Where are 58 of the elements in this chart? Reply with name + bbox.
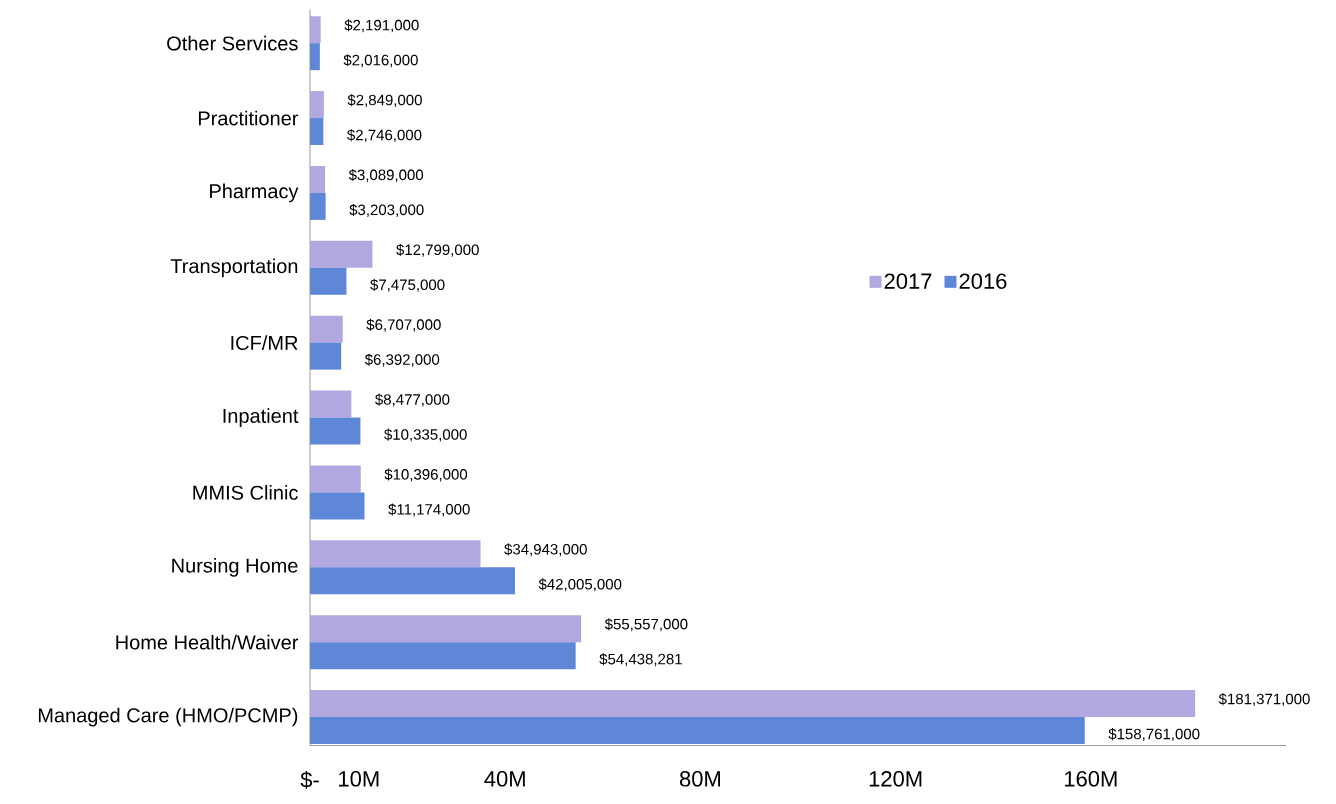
data-label: $54,438,281 bbox=[599, 653, 682, 667]
bar bbox=[310, 390, 352, 418]
bar bbox=[310, 465, 361, 493]
data-label: $3,089,000 bbox=[348, 168, 424, 182]
bar bbox=[310, 267, 347, 295]
y-tick-label: Nursing Home bbox=[172, 557, 298, 577]
x-tick-label: 10M bbox=[339, 771, 379, 787]
bar bbox=[310, 615, 582, 643]
data-label: $11,174,000 bbox=[388, 503, 470, 517]
y-tick-label: Other Services bbox=[167, 35, 298, 51]
bar bbox=[310, 118, 324, 146]
bar bbox=[310, 16, 321, 44]
y-tick-label: Practitioner bbox=[198, 110, 299, 126]
bar bbox=[310, 240, 373, 268]
data-label: $55,557,000 bbox=[604, 618, 688, 632]
legend-label: 2017 bbox=[884, 273, 932, 289]
bar bbox=[310, 642, 576, 670]
data-label: $3,203,000 bbox=[349, 203, 424, 217]
data-label: $7,475,000 bbox=[370, 278, 445, 292]
y-tick-label: ICF/MR bbox=[231, 335, 298, 351]
data-label: $181,371,000 bbox=[1218, 693, 1310, 707]
data-label: $34,943,000 bbox=[504, 543, 587, 557]
data-label: $8,477,000 bbox=[375, 393, 450, 407]
bar bbox=[310, 43, 320, 71]
x-tick-label: 80M bbox=[679, 771, 720, 787]
x-tick-label: 40M bbox=[484, 771, 525, 787]
data-label: $10,335,000 bbox=[384, 428, 467, 442]
data-label: $6,707,000 bbox=[366, 318, 441, 332]
y-tick-label: Inpatient bbox=[223, 408, 299, 427]
bar bbox=[310, 690, 1196, 718]
data-label: $158,761,000 bbox=[1108, 728, 1200, 742]
data-label: $2,746,000 bbox=[347, 129, 422, 143]
data-label: $12,799,000 bbox=[396, 243, 479, 257]
data-label: $6,392,000 bbox=[364, 353, 440, 367]
data-label: $42,005,000 bbox=[538, 578, 622, 592]
y-tick-label: Pharmacy bbox=[210, 183, 299, 203]
legend-label: 2016 bbox=[959, 273, 1007, 289]
y-tick-label: Managed Care (HMO/PCMP) bbox=[38, 707, 298, 727]
x-tick-label: $- bbox=[300, 771, 319, 789]
x-tick-label: 160M bbox=[1064, 771, 1117, 787]
data-label: $10,396,000 bbox=[384, 468, 468, 482]
y-tick-label: Transportation bbox=[170, 258, 298, 278]
data-label: $2,191,000 bbox=[344, 19, 419, 33]
bar bbox=[310, 492, 365, 520]
bar bbox=[310, 342, 342, 370]
y-tick-label: Home Health/Waiver bbox=[116, 634, 299, 650]
x-tick-label: 120M bbox=[869, 771, 922, 787]
bar bbox=[310, 315, 343, 343]
bar bbox=[310, 192, 326, 220]
y-tick-label: MMIS Clinic bbox=[193, 485, 298, 500]
data-label: $2,016,000 bbox=[343, 54, 418, 68]
bar bbox=[310, 165, 326, 193]
bar bbox=[310, 417, 361, 445]
bar bbox=[310, 540, 481, 568]
bar bbox=[310, 567, 515, 595]
data-label: $2,849,000 bbox=[347, 94, 422, 108]
bar bbox=[310, 91, 324, 119]
bar bbox=[310, 717, 1085, 745]
